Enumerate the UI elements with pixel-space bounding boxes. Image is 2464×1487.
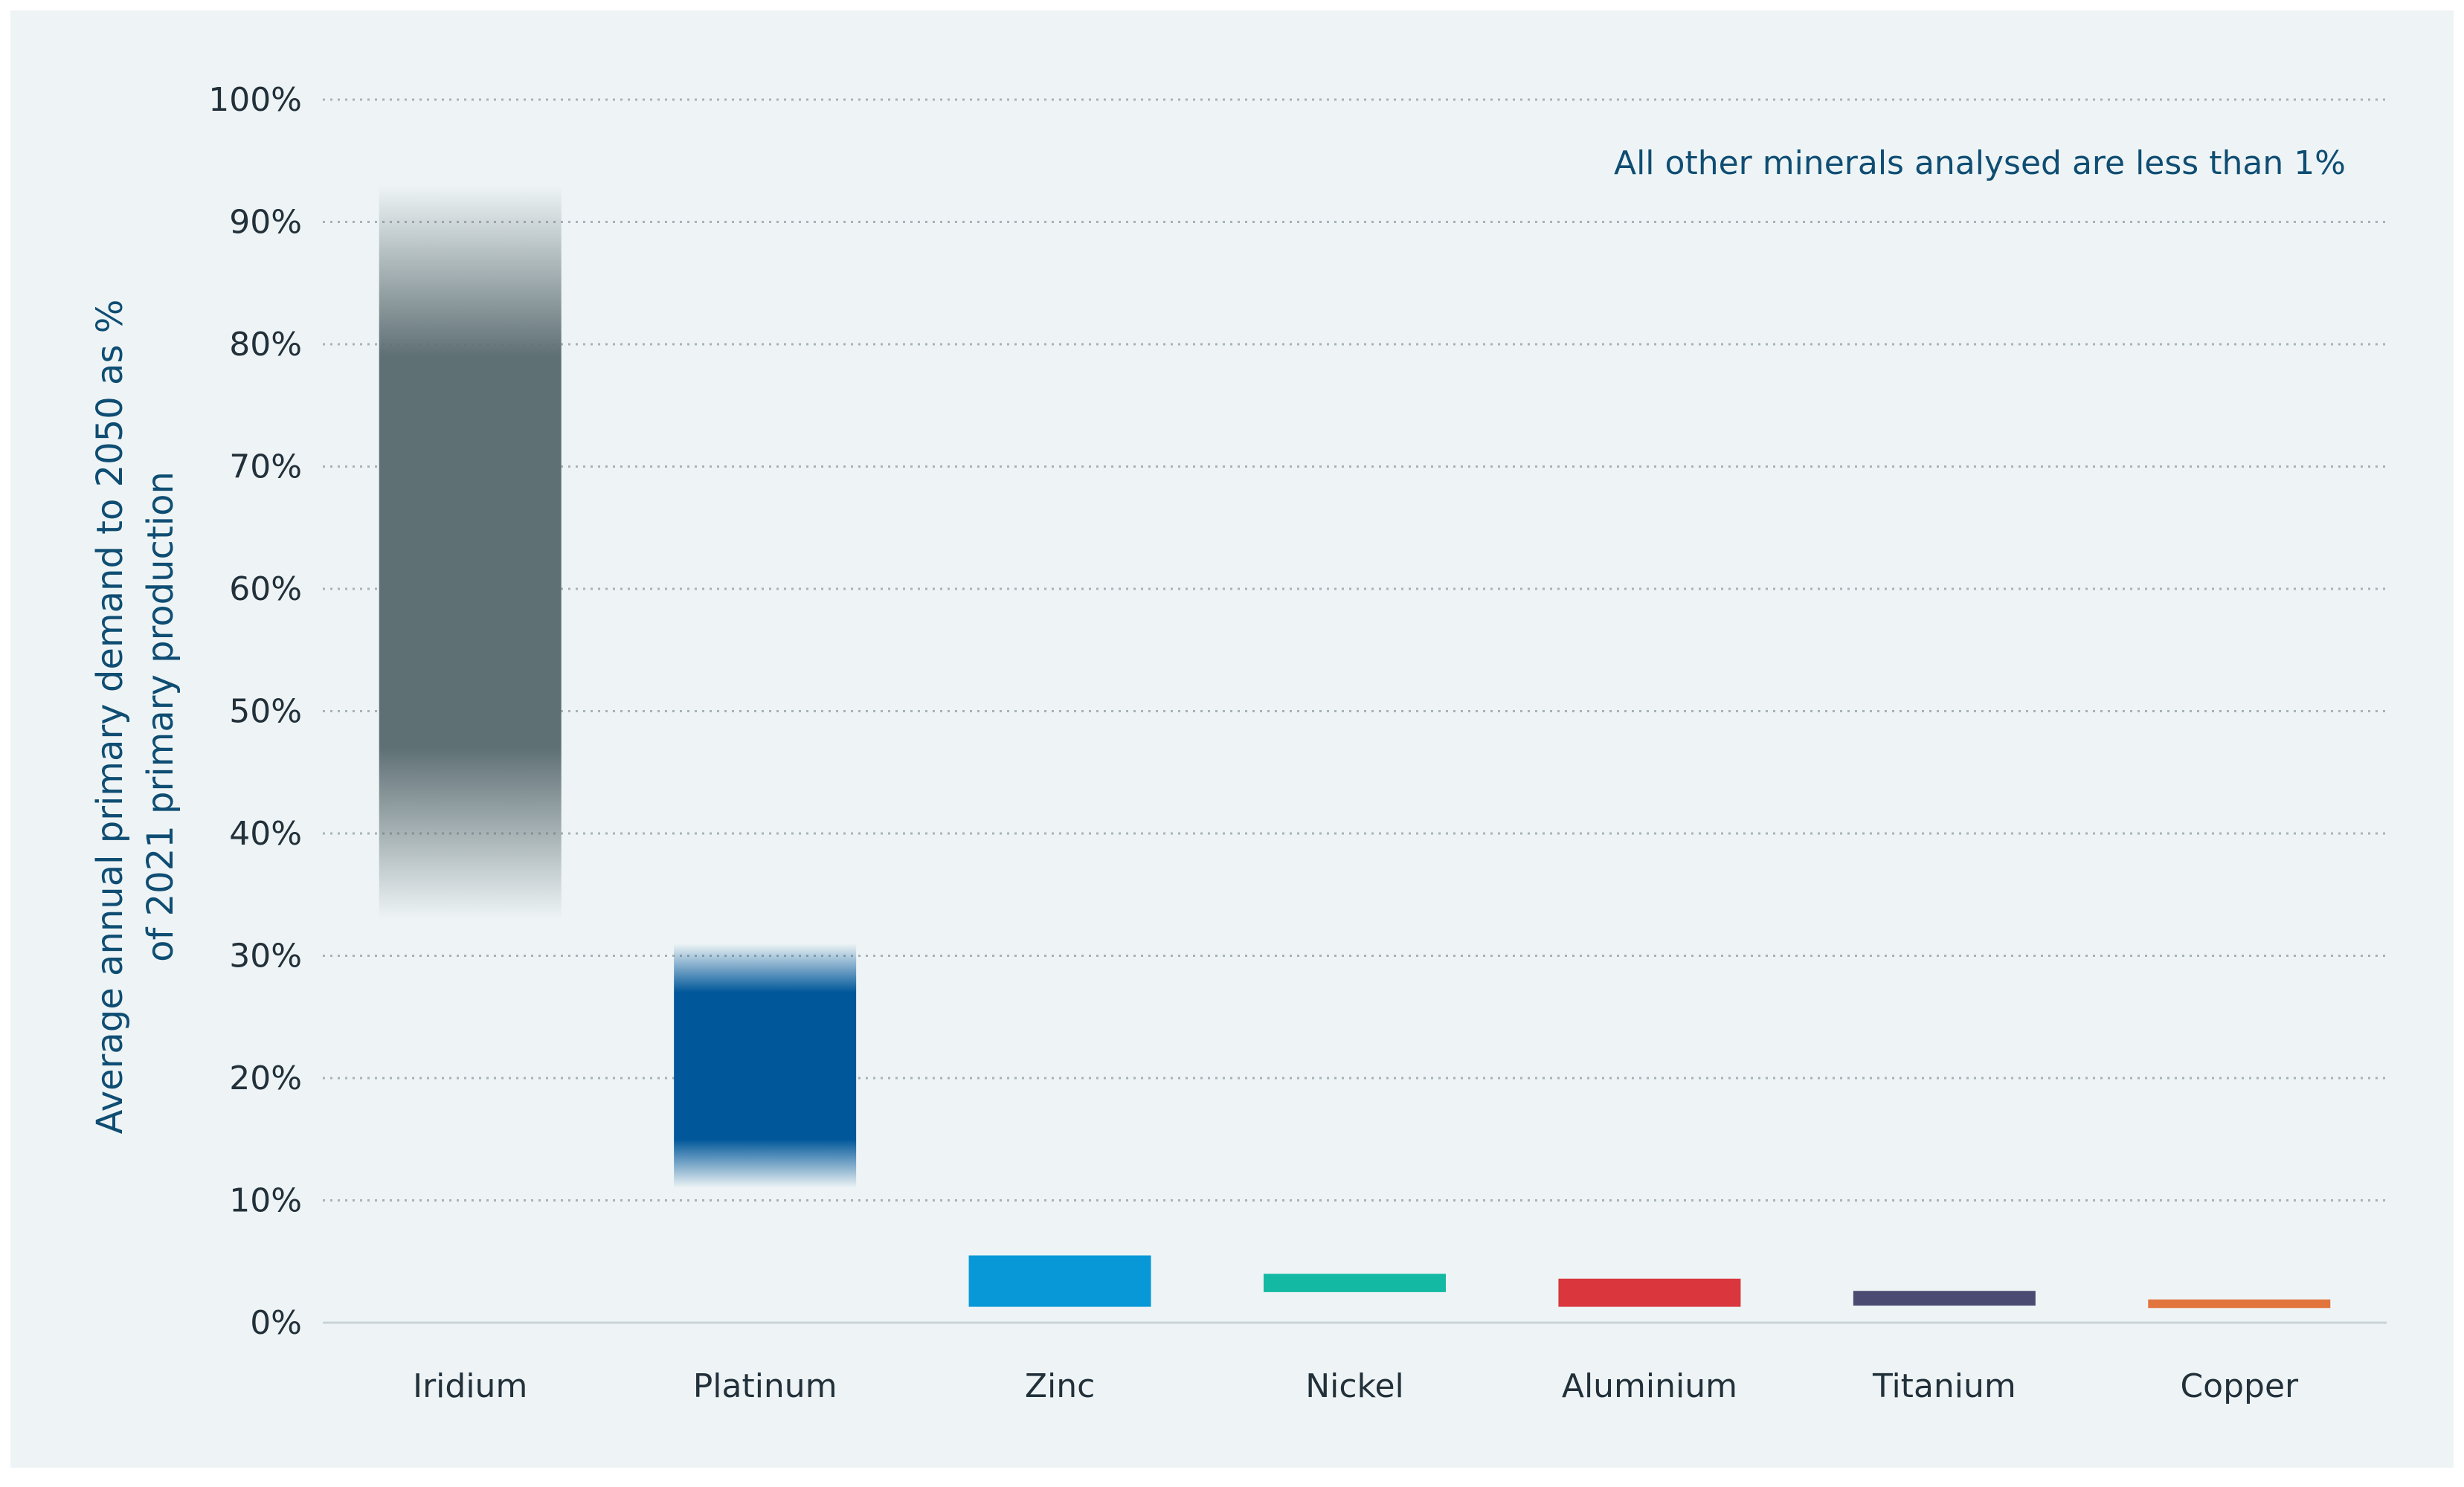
bar-platinum xyxy=(674,944,856,1188)
bars xyxy=(379,185,2331,1308)
category-label-aluminium: Aluminium xyxy=(1562,1367,1737,1405)
chart-panel: 0% 10% 20% 30% 40% 50% 60% 70% 80% 90% 100% Iridiu… xyxy=(10,10,2454,1468)
category-label-platinum: Platinum xyxy=(693,1367,837,1405)
bar-zinc xyxy=(969,1256,1151,1307)
chart-annotation: All other minerals analysed are less tha… xyxy=(1614,144,2346,182)
y-tick-label: 10% xyxy=(229,1182,302,1220)
category-label-iridium: Iridium xyxy=(413,1367,527,1405)
y-tick-label: 0% xyxy=(250,1304,302,1342)
bar-nickel xyxy=(1264,1274,1446,1292)
bar-iridium xyxy=(379,185,562,919)
y-tick-label: 80% xyxy=(229,326,302,364)
y-tick-label: 40% xyxy=(229,815,302,853)
y-tick-label: 30% xyxy=(229,938,302,975)
bar-titanium xyxy=(1853,1291,2036,1306)
y-axis-label-line-2: of 2021 primary production xyxy=(140,471,181,962)
y-tick-label: 20% xyxy=(229,1059,302,1097)
y-tick-label: 50% xyxy=(229,693,302,731)
y-tick-label: 70% xyxy=(229,448,302,486)
category-label-titanium: Titanium xyxy=(1872,1367,2016,1405)
y-axis-label: Average annual primary demand to 2050 as… xyxy=(89,300,181,1135)
y-tick-label: 90% xyxy=(229,204,302,242)
y-axis-label-line-1: Average annual primary demand to 2050 as… xyxy=(89,300,131,1135)
category-labels: Iridium Platinum Zinc Nickel Aluminium Titani… xyxy=(413,1367,2299,1405)
category-label-zinc: Zinc xyxy=(1025,1367,1095,1405)
y-tick-label: 100% xyxy=(208,81,302,119)
category-label-copper: Copper xyxy=(2180,1367,2299,1405)
y-tick-labels: 0% 10% 20% 30% 40% 50% 60% 70% 80% 90% 100% xyxy=(208,81,302,1342)
gridlines xyxy=(323,100,2387,1201)
bar-aluminium xyxy=(1558,1279,1740,1307)
y-tick-label: 60% xyxy=(229,570,302,608)
range-bar-chart: 0% 10% 20% 30% 40% 50% 60% 70% 80% 90% 100% Iridiu… xyxy=(10,10,2454,1468)
category-label-nickel: Nickel xyxy=(1305,1367,1404,1405)
bar-copper xyxy=(2148,1300,2330,1309)
